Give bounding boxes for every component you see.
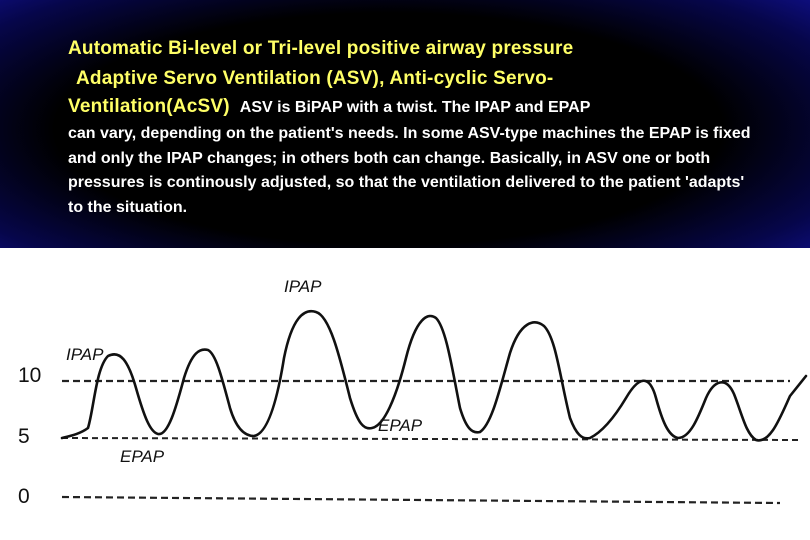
reference-line-0 (61, 495, 781, 505)
title-line-2: Adaptive Servo Ventilation (ASV), Anti-c… (76, 68, 554, 89)
pressure-waveform-diagram: 10 5 0 IPAP IPAP EPAP EPAP (18, 277, 808, 508)
pressure-waveform (60, 309, 808, 442)
label-epap-middle: EPAP (378, 416, 423, 435)
description-text: can vary, depending on the patient's nee… (68, 125, 751, 216)
y-tick-5: 5 (18, 425, 30, 448)
title-line-1: Automatic Bi-level or Tri-level positive… (68, 38, 574, 59)
description-inline: ASV is BiPAP with a twist. The IPAP and … (239, 99, 591, 116)
slide-header: Automatic Bi-level or Tri-level positive… (0, 0, 810, 248)
y-tick-0: 0 (18, 485, 30, 508)
reference-line-5 (61, 437, 801, 441)
title-line-3-text: Ventilation(AcSV) (68, 96, 230, 117)
y-tick-10: 10 (18, 364, 41, 387)
label-epap-left: EPAP (120, 447, 165, 466)
label-ipap-left: IPAP (66, 345, 104, 364)
title-line-3: Ventilation(AcSV) ASV is BiPAP with a twi… (68, 96, 590, 118)
label-ipap-top: IPAP (284, 277, 322, 296)
